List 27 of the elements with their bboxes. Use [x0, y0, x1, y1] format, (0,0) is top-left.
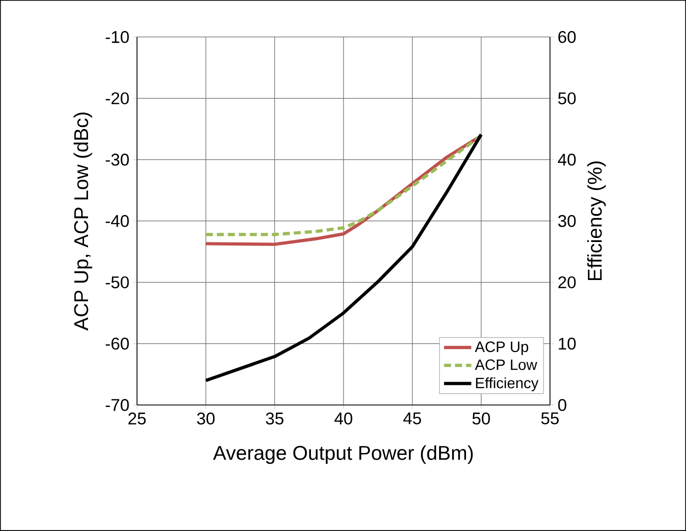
y2-tick-label: 20 [558, 276, 576, 288]
y2-axis-title: Efficiency (%) [587, 162, 606, 280]
y2-tick-label: 30 [558, 214, 576, 227]
x-tick-label: 30 [197, 412, 215, 424]
y-tick-label: -60 [106, 338, 129, 350]
x-tick-label: 55 [541, 412, 559, 424]
y2-tick-label: 50 [558, 92, 576, 104]
y-tick-label: -10 [106, 30, 129, 43]
x-axis-title: Average Output Power (dBm) [213, 445, 473, 464]
y2-tick-label: 40 [558, 154, 576, 166]
y-tick-label: -40 [106, 214, 129, 227]
y2-tick-label: 60 [558, 30, 576, 43]
y-tick-label: -50 [106, 276, 129, 288]
x-tick-label: 50 [472, 412, 490, 424]
y2-tick-label: 10 [558, 338, 576, 350]
legend-label: Efficiency [476, 377, 538, 392]
x-tick-label: 25 [128, 412, 146, 424]
x-tick-label: 35 [266, 412, 284, 424]
x-tick-label: 45 [403, 412, 422, 424]
y-tick-label: -70 [106, 398, 129, 411]
legend-label: ACP Up [474, 342, 528, 356]
y-tick-label: -20 [106, 92, 129, 104]
y-axis-title: ACP Up, ACP Low (dBc) [74, 112, 92, 331]
legend-label: ACP Low [474, 359, 538, 370]
y2-tick-label: 0 [558, 398, 566, 411]
y-tick-label: -30 [106, 154, 129, 166]
x-tick-label: 40 [334, 412, 352, 424]
